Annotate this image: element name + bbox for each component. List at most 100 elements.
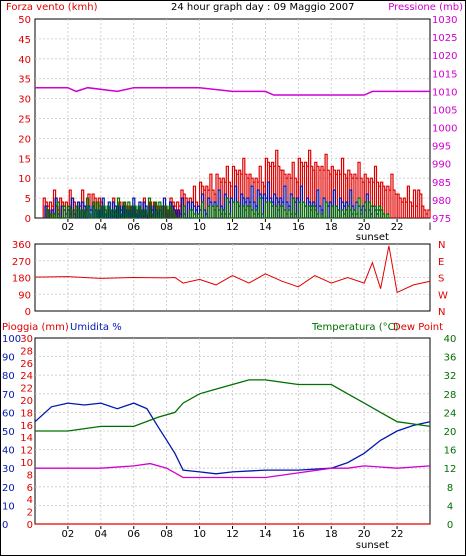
humidity-y-tick: 0 [2, 520, 8, 531]
wind-y-tick: 10 [18, 174, 31, 185]
wind-min-bar [347, 197, 382, 219]
humidity-y-tick: 40 [2, 446, 15, 457]
rain-y-tick: 12 [20, 446, 33, 457]
pressure-y-tick: 1030 [432, 15, 457, 26]
wind-panel-x-tick: 08 [160, 222, 173, 233]
pressure-y-tick: 975 [432, 214, 451, 225]
temperature-y-tick: 8 [447, 483, 453, 494]
pressure-y-tick: 1015 [432, 69, 457, 80]
wind-min-bar [380, 209, 390, 219]
direction-line [34, 245, 431, 294]
wind-y-tick: 0 [25, 214, 31, 225]
rain-y-tick: 28 [20, 346, 33, 357]
pressure-y-tick: 995 [432, 142, 451, 153]
rain-y-tick: 0 [27, 520, 33, 531]
wind-avg-bar [306, 189, 324, 218]
wind-panel-x-tick: 12 [226, 222, 239, 233]
rain-y-tick: 20 [20, 396, 33, 407]
rain-y-tick: 8 [27, 470, 33, 481]
wind-gust-bar [421, 205, 431, 218]
wind-avg-bar [240, 185, 258, 218]
temp-panel-x-tick: 22 [391, 529, 404, 540]
wind-gust-bar [347, 161, 365, 218]
humidity-y-tick: 100 [2, 334, 21, 345]
wind-min-bar [314, 201, 349, 219]
pressure-y-tick: 1010 [432, 87, 457, 98]
rain-y-tick: 18 [20, 408, 33, 419]
wind-panel-x-tick: 06 [127, 222, 140, 233]
sunset-label-bottom: sunset [356, 540, 389, 551]
rain-y-tick: 4 [27, 495, 33, 506]
wind-panel-x-tick: 14 [259, 222, 272, 233]
humidity-y-tick: 80 [2, 371, 15, 382]
wind-y-tick: 15 [18, 154, 31, 165]
wind-gust-bar [380, 173, 398, 218]
pressure-y-tick: 1020 [432, 51, 457, 62]
rain-y-tick: 2 [27, 508, 33, 519]
temperature-y-tick: 32 [444, 371, 457, 382]
wind-panel-x-tick: 10 [193, 222, 206, 233]
rain-y-tick: 16 [20, 421, 33, 432]
wind-gust-bar [363, 165, 382, 218]
temp-panel-x-tick: 06 [127, 529, 140, 540]
wind-min-bar [75, 197, 174, 219]
temperature-y-tick: 20 [444, 427, 457, 438]
wind-y-tick: 45 [18, 35, 31, 46]
temp-panel-x-tick: 18 [325, 529, 338, 540]
rain-axis-title: Pioggia (mm) [2, 322, 69, 333]
direction-y-tick: 360 [12, 240, 31, 251]
wind-panel-x-tick: 04 [94, 222, 107, 233]
direction-y-tick: 90 [18, 290, 31, 301]
dewpoint-line [35, 462, 431, 479]
wind-min-bar [281, 197, 316, 219]
temperature-axis-title: Temperatura (°C) [311, 322, 399, 333]
wind-avg-bar [371, 205, 382, 218]
temp-panel-x-tick: 12 [226, 529, 239, 540]
wind-avg-bar [273, 185, 291, 218]
wind-panel-x-tick: 02 [62, 222, 75, 233]
pressure-y-tick: 1005 [432, 105, 457, 116]
wind-min-bar [248, 197, 283, 219]
temperature-line [35, 379, 431, 432]
temp-panel-x-tick: 08 [160, 529, 173, 540]
direction-cardinal-label: N [438, 240, 445, 251]
temp-panel-x-tick: 02 [62, 529, 75, 540]
wind-gust-bar [215, 165, 234, 218]
direction-y-tick: 0 [25, 307, 31, 318]
sunset-label: sunset [356, 232, 389, 243]
wind-min-bar [190, 201, 217, 219]
direction-cardinal-label: W [438, 290, 448, 301]
humidity-y-tick: 10 [2, 501, 15, 512]
rain-y-tick: 24 [20, 371, 33, 382]
wind-gust-bar [264, 149, 283, 218]
wind-x-end-tick: l [429, 222, 432, 233]
temperature-y-tick: 12 [444, 464, 457, 475]
wind-panel-x-tick: 16 [292, 222, 305, 233]
direction-cardinal-label: S [438, 274, 444, 285]
wind-panel-x-tick: 22 [391, 222, 404, 233]
humidity-y-tick: 90 [2, 353, 15, 364]
rain-y-tick: 10 [20, 458, 33, 469]
pressure-y-tick: 1025 [432, 33, 457, 44]
wind-avg-bar [190, 193, 209, 218]
wind-panel-x-tick: 20 [358, 222, 371, 233]
wind-y-tick: 25 [18, 115, 31, 126]
direction-cardinal-label: E [438, 257, 444, 268]
pressure-y-tick: 985 [432, 178, 451, 189]
temp-panel-x-tick: 20 [358, 529, 371, 540]
wind-gust-bar [396, 185, 423, 218]
humidity-axis-title: Umidita % [70, 322, 122, 333]
chart-title: 24 hour graph day : 09 Maggio 2007 [171, 2, 354, 13]
wind-gust-bar [297, 149, 316, 218]
wind-y-tick: 50 [18, 15, 31, 26]
temperature-y-tick: 40 [444, 334, 457, 345]
temperature-y-tick: 16 [444, 446, 457, 457]
direction-y-tick: 270 [12, 257, 31, 268]
temperature-y-tick: 24 [444, 408, 457, 419]
humidity-y-tick: 50 [2, 427, 15, 438]
wind-y-tick: 30 [18, 95, 31, 106]
wind-min-bar [172, 205, 192, 219]
temperature-y-tick: 0 [447, 520, 453, 531]
temp-panel-x-tick: 04 [94, 529, 107, 540]
